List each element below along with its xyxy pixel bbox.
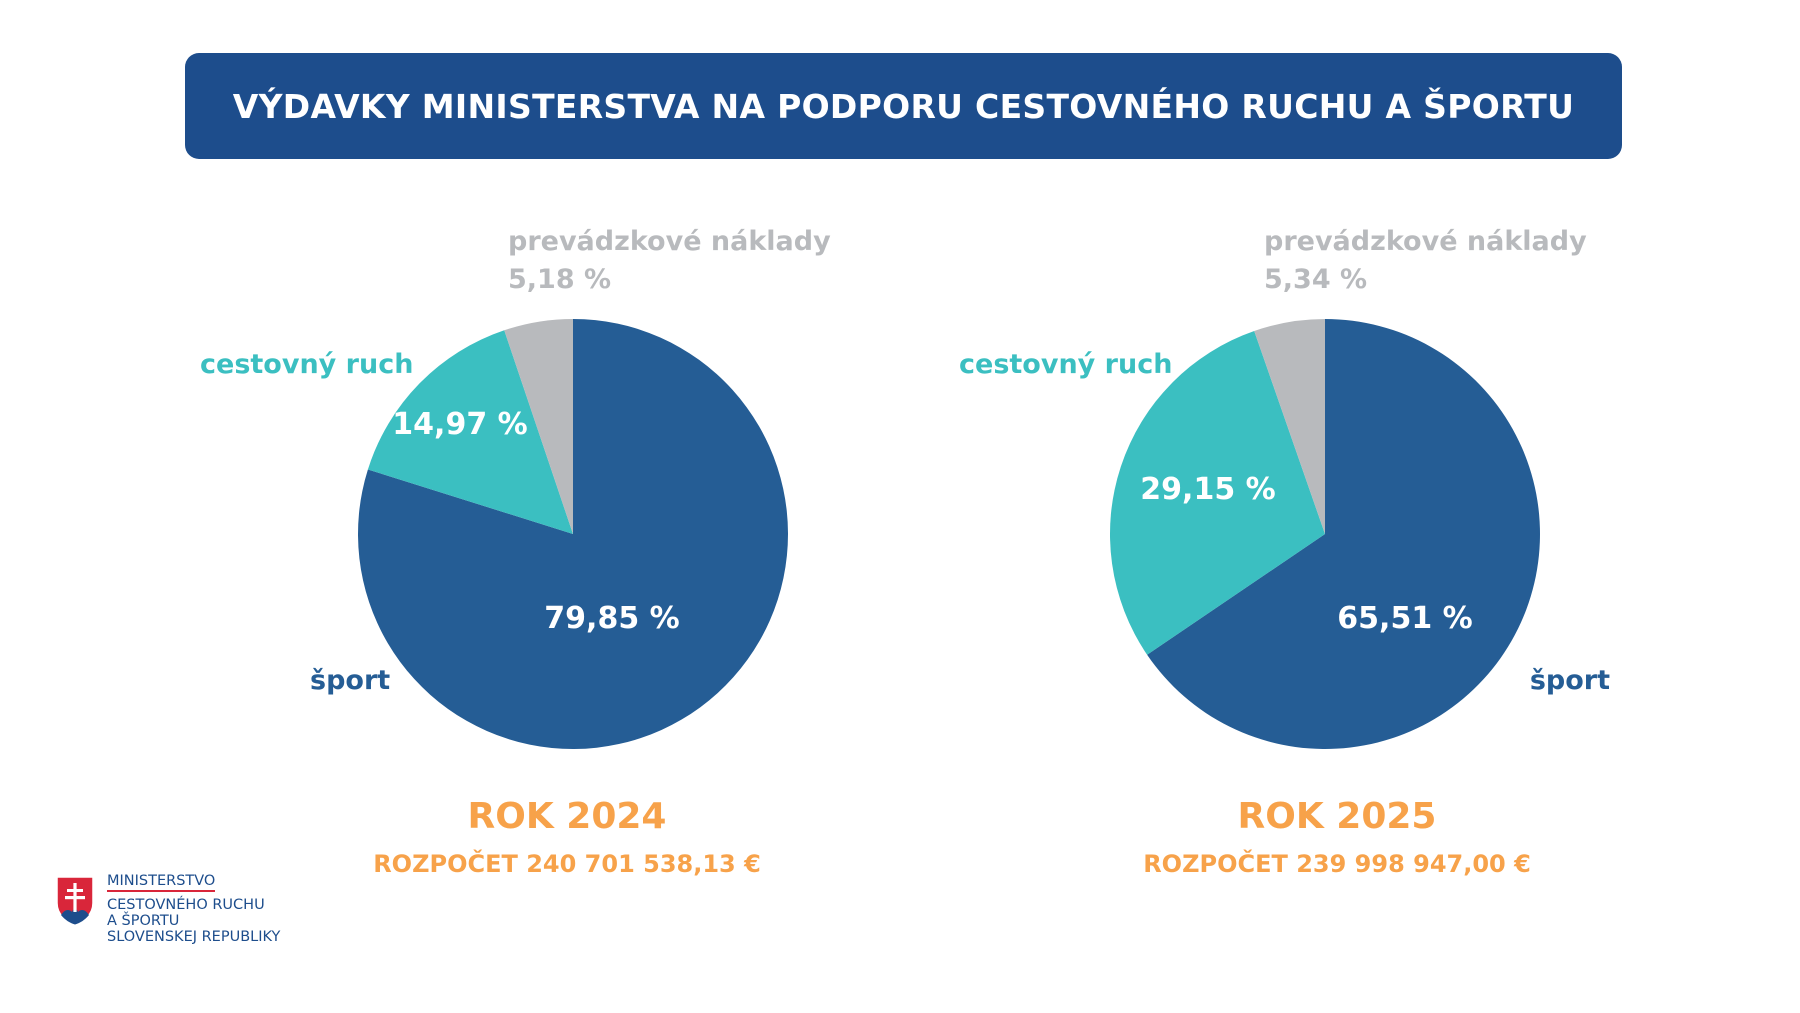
ministry-name: MINISTERSTVO CESTOVNÉHO RUCHU A ŠPORTU S… bbox=[107, 873, 280, 945]
name-label-sport: šport bbox=[310, 665, 390, 696]
year-label: ROK 2025 bbox=[1237, 796, 1437, 837]
pie-slice-tourism bbox=[1109, 330, 1325, 655]
value-label-operating: 5,34 % bbox=[1264, 264, 1367, 295]
value-label-tourism: 14,97 % bbox=[392, 407, 527, 442]
pie-slice-sport bbox=[1147, 319, 1540, 749]
name-label-tourism: cestovný ruch bbox=[200, 349, 413, 380]
value-label-sport: 65,51 % bbox=[1337, 601, 1472, 636]
slovak-coat-of-arms-icon bbox=[56, 876, 94, 926]
value-label-sport: 79,85 % bbox=[544, 601, 679, 636]
logo-line-2: CESTOVNÉHO RUCHU bbox=[107, 897, 265, 913]
value-label-operating: 5,18 % bbox=[508, 264, 611, 295]
name-label-operating: prevádzkové náklady bbox=[1264, 226, 1587, 257]
name-label-operating: prevádzkové náklady bbox=[508, 226, 831, 257]
year-label: ROK 2024 bbox=[467, 796, 667, 837]
budget-label: ROZPOČET 239 998 947,00 € bbox=[1143, 850, 1531, 878]
logo-line-3: A ŠPORTU bbox=[107, 913, 180, 929]
pie-slice-tourism bbox=[367, 330, 573, 534]
pie-slice-operating bbox=[504, 319, 573, 534]
pie-slice-sport bbox=[358, 319, 789, 749]
ministry-logo: MINISTERSTVO CESTOVNÉHO RUCHU A ŠPORTU S… bbox=[55, 873, 325, 963]
pie-slice-operating bbox=[1254, 319, 1325, 534]
title-banner: VÝDAVKY MINISTERSTVA NA PODPORU CESTOVNÉ… bbox=[185, 53, 1622, 159]
value-label-tourism: 29,15 % bbox=[1140, 472, 1275, 507]
logo-line-1: MINISTERSTVO bbox=[107, 873, 216, 892]
year-block-2024: ROK 2024 ROZPOČET 240 701 538,13 € bbox=[307, 795, 827, 881]
year-block-2025: ROK 2025 ROZPOČET 239 998 947,00 € bbox=[1077, 795, 1597, 881]
pie-chart-2025: 65,51 % 29,15 % šport cestovný ruch prevádzk… bbox=[959, 226, 1610, 749]
name-label-tourism: cestovný ruch bbox=[959, 349, 1172, 380]
budget-label: ROZPOČET 240 701 538,13 € bbox=[373, 850, 761, 878]
logo-line-4: SLOVENSKEJ REPUBLIKY bbox=[107, 929, 281, 945]
pie-chart-2024: 79,85 % 14,97 % šport cestovný ruch prevádzk… bbox=[200, 226, 831, 749]
page-title: VÝDAVKY MINISTERSTVA NA PODPORU CESTOVNÉ… bbox=[232, 86, 1575, 126]
name-label-sport: šport bbox=[1530, 665, 1610, 696]
